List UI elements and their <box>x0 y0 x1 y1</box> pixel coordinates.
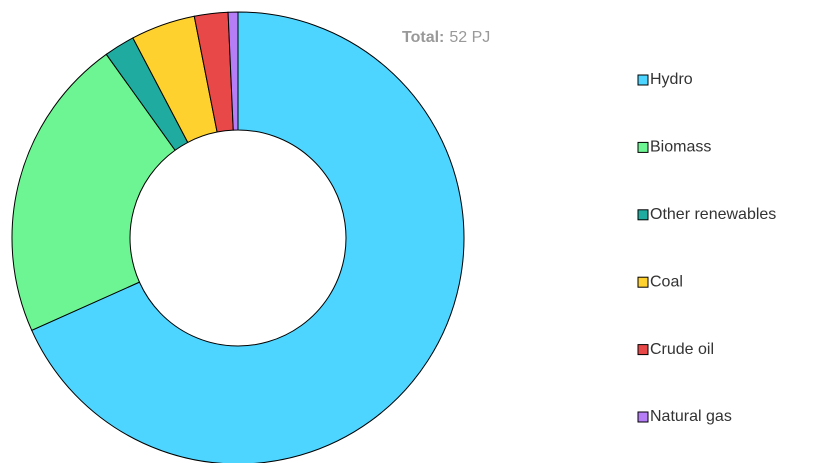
legend-label: Coal <box>650 273 683 290</box>
total-label: Total: <box>402 29 444 46</box>
slice <box>31 11 465 463</box>
total-value: 52 PJ <box>449 29 490 46</box>
legend-swatch <box>637 411 649 423</box>
legend-swatch <box>637 74 649 86</box>
legend-label: Natural gas <box>650 408 732 425</box>
total: Total: 52 PJ <box>402 29 490 46</box>
legend-label: Biomass <box>650 139 711 156</box>
legend-swatch <box>637 276 649 288</box>
legend-label: Crude oil <box>650 341 714 358</box>
legend-swatch <box>637 141 649 153</box>
legend-label: Other renewables <box>650 206 776 223</box>
legend-swatch <box>637 209 649 221</box>
legend-swatch <box>637 344 649 356</box>
slice <box>227 11 239 131</box>
legend-label: Hydro <box>650 71 693 88</box>
slice <box>11 53 176 332</box>
